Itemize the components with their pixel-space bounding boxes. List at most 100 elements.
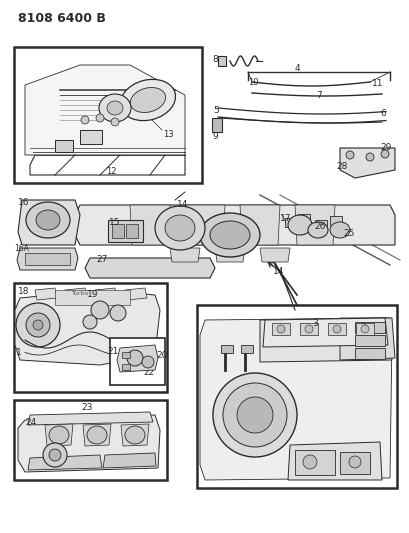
Bar xyxy=(110,338,164,385)
Bar xyxy=(294,450,334,475)
Polygon shape xyxy=(25,65,184,155)
Polygon shape xyxy=(103,453,155,468)
Text: 4: 4 xyxy=(294,64,300,73)
Polygon shape xyxy=(121,424,148,446)
Bar xyxy=(240,345,252,353)
Text: 18: 18 xyxy=(18,287,29,296)
Ellipse shape xyxy=(213,373,296,457)
Ellipse shape xyxy=(307,222,327,238)
Bar xyxy=(329,216,341,225)
Polygon shape xyxy=(75,205,394,245)
Text: 5: 5 xyxy=(213,106,218,115)
Polygon shape xyxy=(214,248,245,262)
Ellipse shape xyxy=(83,315,97,329)
Ellipse shape xyxy=(43,443,67,467)
Ellipse shape xyxy=(365,153,373,161)
Text: 3: 3 xyxy=(311,319,317,328)
Ellipse shape xyxy=(329,222,349,238)
Polygon shape xyxy=(294,205,334,245)
Text: 29: 29 xyxy=(379,143,391,152)
Ellipse shape xyxy=(49,426,69,444)
Text: 26: 26 xyxy=(313,222,325,231)
Polygon shape xyxy=(125,288,147,300)
Ellipse shape xyxy=(155,206,204,250)
Text: 16: 16 xyxy=(18,198,29,207)
Bar xyxy=(354,335,384,346)
Text: 14: 14 xyxy=(272,267,284,276)
Bar xyxy=(55,290,130,305)
Text: 12: 12 xyxy=(106,167,116,176)
Polygon shape xyxy=(28,455,102,470)
Ellipse shape xyxy=(125,426,145,444)
Ellipse shape xyxy=(287,215,311,235)
Text: 15: 15 xyxy=(109,218,120,227)
Ellipse shape xyxy=(91,301,109,319)
Bar xyxy=(80,130,102,144)
Ellipse shape xyxy=(130,87,165,112)
Bar xyxy=(284,218,296,227)
Bar xyxy=(339,452,369,474)
Ellipse shape xyxy=(127,350,143,366)
Polygon shape xyxy=(83,424,111,446)
Text: 21: 21 xyxy=(107,347,118,356)
Text: 19: 19 xyxy=(87,290,98,299)
Ellipse shape xyxy=(276,325,284,333)
Ellipse shape xyxy=(26,313,50,337)
Bar xyxy=(25,253,70,265)
Bar xyxy=(112,224,124,238)
Text: 20: 20 xyxy=(155,351,167,360)
Polygon shape xyxy=(65,288,87,300)
Bar xyxy=(211,118,221,132)
Polygon shape xyxy=(339,318,394,360)
Text: 7: 7 xyxy=(315,91,321,100)
Bar xyxy=(122,364,130,370)
Polygon shape xyxy=(184,205,225,245)
Polygon shape xyxy=(239,205,279,245)
Text: 22: 22 xyxy=(143,368,154,377)
Polygon shape xyxy=(28,412,153,425)
Ellipse shape xyxy=(87,426,107,444)
Ellipse shape xyxy=(380,150,388,158)
Bar xyxy=(354,348,384,359)
Bar xyxy=(271,323,289,335)
Text: 16A: 16A xyxy=(14,244,29,253)
Bar xyxy=(122,352,130,358)
Bar xyxy=(220,345,232,353)
Bar xyxy=(314,220,326,229)
Bar xyxy=(218,56,225,66)
Text: 1: 1 xyxy=(16,348,22,357)
Text: 24: 24 xyxy=(25,418,36,427)
Ellipse shape xyxy=(164,215,195,241)
Ellipse shape xyxy=(111,118,119,126)
Polygon shape xyxy=(85,258,214,278)
Ellipse shape xyxy=(36,210,60,230)
Bar xyxy=(14,47,202,183)
Ellipse shape xyxy=(81,116,89,124)
Polygon shape xyxy=(45,424,73,446)
Ellipse shape xyxy=(142,356,154,368)
Ellipse shape xyxy=(302,455,316,469)
Text: 23: 23 xyxy=(81,403,92,412)
Polygon shape xyxy=(130,205,170,245)
Text: 14: 14 xyxy=(177,200,188,209)
Bar xyxy=(355,323,373,335)
Text: 25: 25 xyxy=(342,229,353,238)
Polygon shape xyxy=(18,200,80,245)
Polygon shape xyxy=(259,318,391,362)
Polygon shape xyxy=(95,288,117,300)
Text: 27: 27 xyxy=(96,255,107,264)
Bar xyxy=(196,305,396,488)
Ellipse shape xyxy=(209,221,249,249)
Ellipse shape xyxy=(200,213,259,257)
Polygon shape xyxy=(117,345,157,372)
Polygon shape xyxy=(35,288,57,300)
Ellipse shape xyxy=(120,79,175,120)
Ellipse shape xyxy=(110,305,126,321)
Ellipse shape xyxy=(332,325,340,333)
Text: 13: 13 xyxy=(163,130,173,139)
Bar xyxy=(14,400,166,480)
Text: 2: 2 xyxy=(359,323,365,332)
Ellipse shape xyxy=(236,397,272,433)
Bar xyxy=(126,224,138,238)
Bar xyxy=(108,220,143,242)
